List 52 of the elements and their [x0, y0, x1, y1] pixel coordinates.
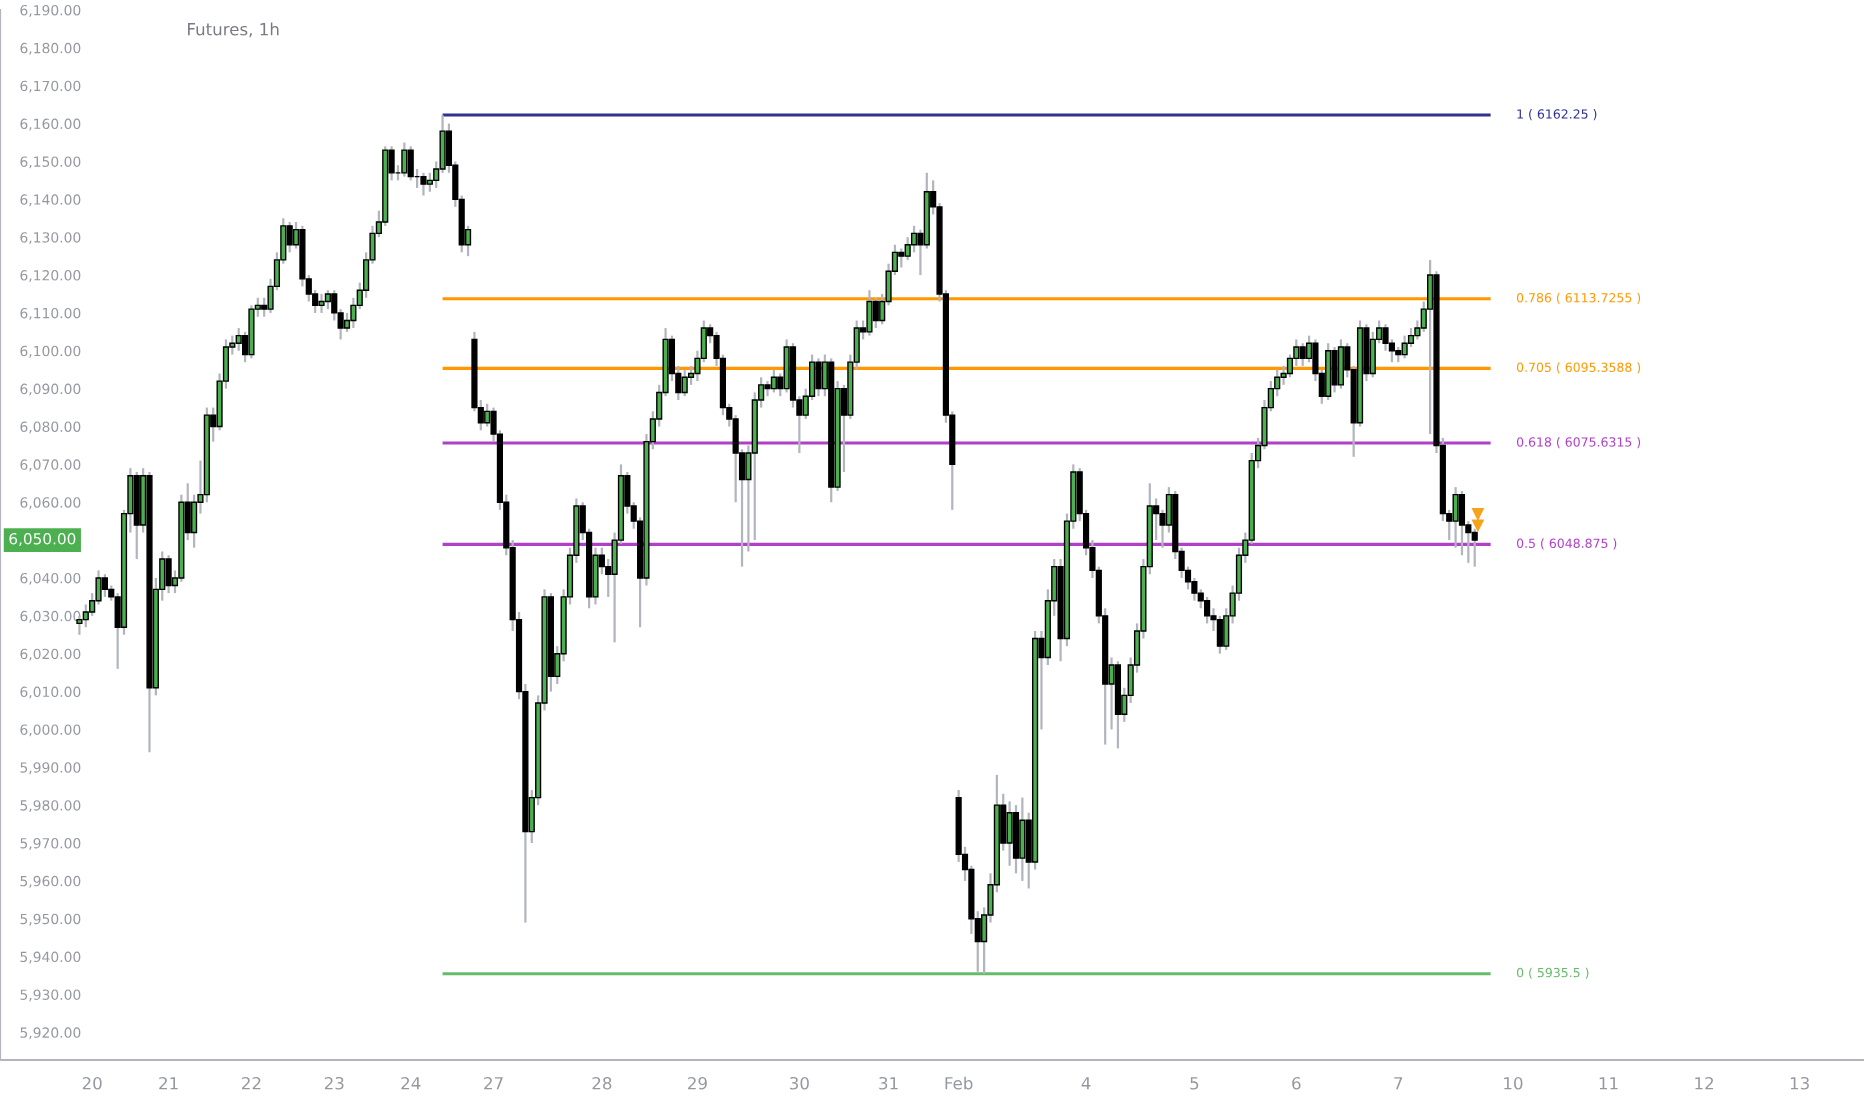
x-tick-label: 21 [159, 1076, 178, 1090]
candlestick [165, 554, 172, 595]
candlestick [324, 289, 331, 311]
candlestick [1331, 345, 1338, 394]
x-tick-label: 4 [1081, 1077, 1091, 1090]
candlestick [407, 145, 414, 182]
x-tick-label: 20 [82, 1076, 102, 1090]
text: Futures, 1h [188, 22, 279, 38]
x-tick-label: 6 [1292, 1076, 1301, 1090]
candlestick [1019, 796, 1026, 883]
candlestick [866, 289, 873, 337]
x-tick-label: 29 [688, 1076, 707, 1090]
x-tick-label: 7 [1394, 1077, 1403, 1090]
x-tick-label: 12 [1695, 1076, 1714, 1090]
candlestick [770, 368, 777, 394]
candlestick [101, 573, 108, 599]
candlestick [318, 292, 325, 315]
candlestick [898, 247, 905, 269]
candlestick [401, 141, 408, 178]
x-tick-label: 23 [324, 1076, 344, 1090]
x-tick-label: 13 [1790, 1076, 1809, 1090]
candlestick [1325, 342, 1332, 402]
candlestick [286, 220, 293, 254]
candlestick [1006, 800, 1013, 867]
candlestick [484, 402, 491, 428]
candlestick [1204, 595, 1211, 625]
x-tick-label: 30 [790, 1076, 809, 1090]
x-tick-label: 28 [592, 1076, 612, 1090]
candlestick [910, 224, 918, 254]
candlestick [1458, 489, 1466, 557]
candlestick [1299, 342, 1306, 368]
candlestick [420, 171, 427, 197]
candlestick [248, 304, 255, 360]
x-tick-label: 11 [1599, 1077, 1618, 1090]
candlestick [1337, 338, 1345, 390]
x-tick-label: 5 [1190, 1077, 1199, 1090]
x-tick-label: Feb [945, 1076, 973, 1090]
candlestick [815, 357, 822, 398]
candlestick [235, 326, 242, 352]
candlestick [681, 368, 688, 398]
candlestick [872, 296, 879, 330]
x-tick-label: 24 [401, 1076, 421, 1090]
candlestick [1452, 485, 1459, 549]
x-tick-label: 27 [484, 1076, 503, 1090]
candlestick [783, 338, 790, 394]
x-tick-label: 22 [242, 1076, 261, 1090]
x-tick-label: 10 [1504, 1076, 1523, 1090]
candlestick [1216, 614, 1223, 655]
x-tick-label: 31 [879, 1076, 898, 1090]
candlestick [1012, 804, 1020, 875]
candlestick [1471, 527, 1478, 568]
candlestick [1401, 334, 1408, 360]
